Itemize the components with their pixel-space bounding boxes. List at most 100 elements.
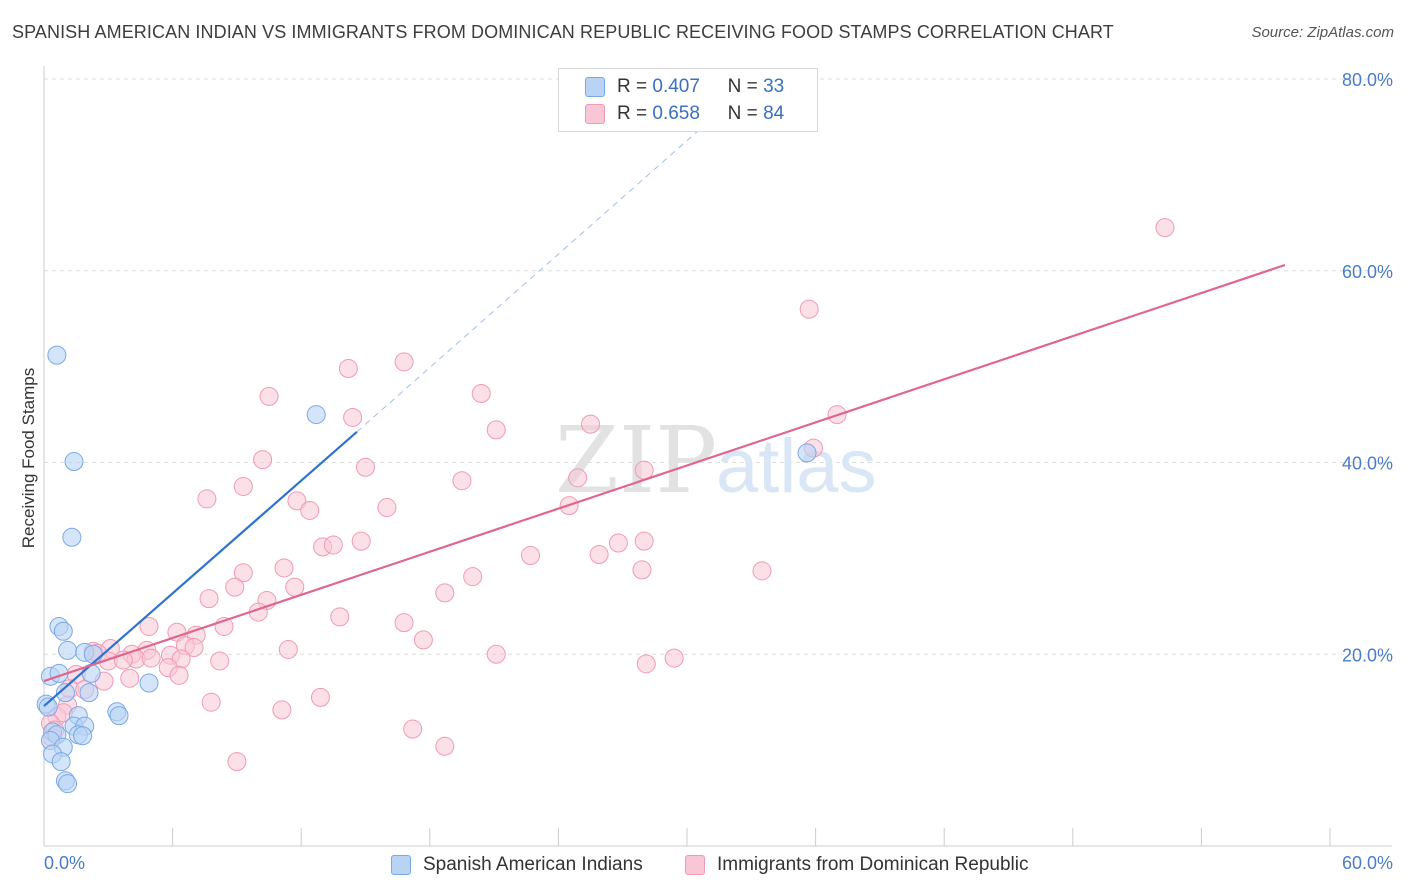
- data-point-spanish-american-indian: [62, 527, 82, 547]
- data-point-dominican: [632, 560, 652, 580]
- data-point-spanish-american-indian: [38, 697, 58, 717]
- source-label: Source: ZipAtlas.com: [1251, 24, 1394, 41]
- data-point-spanish-american-indian: [58, 640, 78, 660]
- data-point-spanish-american-indian: [51, 752, 71, 772]
- data-point-dominican: [272, 700, 292, 720]
- trendlines: [43, 93, 1286, 707]
- y-tick-label: 40.0%: [1342, 454, 1393, 474]
- data-point-dominican: [253, 450, 273, 470]
- data-point-dominican: [184, 638, 204, 658]
- r-value: 0.658: [652, 103, 700, 124]
- data-point-dominican: [210, 651, 230, 671]
- data-point-dominican: [338, 359, 358, 379]
- data-point-dominican: [521, 545, 541, 565]
- pink-swatch: [585, 104, 605, 124]
- data-point-dominican: [120, 668, 140, 688]
- data-point-dominican: [233, 476, 253, 496]
- data-point-dominican: [752, 561, 772, 581]
- data-point-dominican: [435, 736, 455, 756]
- data-point-dominican: [330, 607, 350, 627]
- data-point-dominican: [259, 386, 279, 406]
- data-point-spanish-american-indian: [55, 683, 75, 703]
- watermark-atlas: atlas: [716, 424, 877, 509]
- data-point-dominican: [227, 752, 247, 772]
- data-point-dominican: [1155, 218, 1175, 238]
- watermark-zip: ZIP: [555, 407, 717, 514]
- data-point-dominican: [201, 692, 221, 712]
- data-point-dominican: [278, 639, 298, 659]
- data-point-dominican: [274, 558, 294, 578]
- data-point-spanish-american-indian: [64, 452, 84, 472]
- legend-item-spanish-american-indians[interactable]: Spanish American Indians: [391, 852, 643, 878]
- y-axis-label: Receiving Food Stamps: [19, 368, 38, 548]
- data-point-dominican: [413, 630, 433, 650]
- data-point-dominican: [377, 498, 397, 518]
- data-point-dominican: [141, 648, 161, 668]
- stats-row-pink: R = 0.658 N = 84: [585, 101, 784, 127]
- data-point-dominican: [486, 644, 506, 664]
- data-point-dominican: [300, 500, 320, 520]
- data-point-spanish-american-indian: [109, 706, 129, 726]
- data-point-dominican: [581, 414, 601, 434]
- data-point-dominican: [486, 420, 506, 440]
- legend-item-dominican-republic[interactable]: Immigrants from Dominican Republic: [685, 852, 1029, 878]
- data-point-dominican: [664, 648, 684, 668]
- data-point-dominican: [167, 622, 187, 642]
- chart-title: SPANISH AMERICAN INDIAN VS IMMIGRANTS FR…: [12, 22, 1114, 42]
- r-label: R =: [617, 103, 648, 124]
- data-point-dominican: [471, 383, 491, 403]
- tick-labels: 20.0% 40.0% 60.0% 80.0% 0.0% 60.0%: [44, 70, 1393, 873]
- r-label: R =: [617, 76, 648, 97]
- data-point-dominican: [197, 489, 217, 509]
- data-point-dominican: [403, 719, 423, 739]
- data-point-dominican: [608, 533, 628, 553]
- n-label: N =: [727, 76, 758, 97]
- y-tick-label: 20.0%: [1342, 645, 1393, 665]
- data-point-spanish-american-indian: [139, 673, 159, 693]
- data-point-dominican: [636, 654, 656, 674]
- axes: [43, 66, 1392, 847]
- data-point-dominican: [394, 613, 414, 633]
- data-point-dominican: [233, 563, 253, 583]
- data-point-spanish-american-indian: [73, 726, 93, 746]
- n-label: N =: [727, 103, 758, 124]
- stats-legend: R = 0.407 N = 33 R = 0.658 N = 84: [558, 68, 818, 132]
- data-point-dominican: [452, 471, 472, 491]
- r-value: 0.407: [652, 76, 700, 97]
- data-point-dominican: [356, 457, 375, 477]
- watermark: ZIP atlas: [555, 407, 877, 514]
- trendline-pink: [43, 263, 1286, 683]
- x-tick-label: 0.0%: [44, 853, 85, 873]
- data-point-dominican: [343, 407, 363, 427]
- data-point-dominican: [634, 531, 654, 551]
- n-value: 84: [763, 103, 785, 124]
- blue-swatch: [391, 855, 411, 875]
- data-point-spanish-american-indian: [58, 774, 78, 794]
- data-point-dominican: [139, 616, 159, 636]
- data-point-dominican: [351, 531, 371, 551]
- data-point-spanish-american-indian: [53, 621, 73, 641]
- data-point-spanish-american-indian: [79, 683, 99, 703]
- x-tick-label: 60.0%: [1342, 853, 1393, 873]
- data-point-dominican: [199, 589, 219, 609]
- y-tick-label: 60.0%: [1342, 262, 1393, 282]
- data-point-spanish-american-indian: [797, 443, 817, 463]
- data-point-spanish-american-indian: [47, 345, 67, 365]
- n-value: 33: [763, 76, 785, 97]
- data-point-dominican: [589, 545, 609, 565]
- legend-label: Immigrants from Dominican Republic: [717, 854, 1029, 875]
- data-point-dominican: [169, 665, 189, 685]
- trendline-blue-extension: [356, 93, 741, 433]
- data-point-dominican: [285, 577, 305, 597]
- pink-swatch: [685, 855, 705, 875]
- data-point-dominican: [463, 567, 483, 587]
- data-point-dominican: [323, 535, 343, 555]
- data-point-dominican: [634, 460, 654, 480]
- data-point-dominican: [225, 577, 245, 597]
- data-point-dominican: [310, 687, 330, 707]
- data-point-dominican: [394, 352, 414, 372]
- data-point-dominican: [287, 491, 307, 511]
- trendline-blue: [43, 430, 358, 707]
- data-point-spanish-american-indian: [306, 405, 326, 425]
